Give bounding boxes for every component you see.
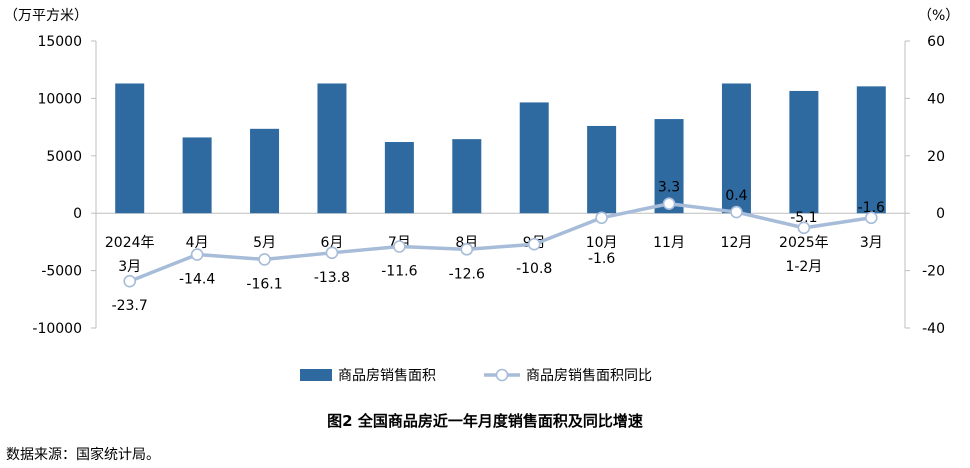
yoy-data-label: -11.6 [381, 263, 417, 279]
x-tick-label: 2025年 [779, 235, 829, 251]
left-tick-label: 5000 [46, 149, 82, 165]
x-tick-label: 4月 [186, 235, 209, 251]
right-tick-label: 40 [927, 91, 945, 107]
yoy-data-label: -14.4 [179, 272, 215, 288]
right-tick-label: -20 [922, 264, 945, 280]
yoy-data-label: 0.4 [725, 188, 747, 204]
yoy-point-12 [864, 211, 878, 225]
left-tick-label: 10000 [37, 91, 82, 107]
chart-title: 图2 全国商品房近一年月度销售面积及同比增速 [327, 412, 643, 430]
bar-12 [856, 86, 886, 214]
yoy-data-label: -16.1 [246, 276, 282, 292]
bar-2 [182, 137, 212, 214]
yoy-point-4 [325, 246, 339, 260]
yoy-data-label: -13.8 [314, 270, 350, 286]
bar-8 [587, 125, 617, 214]
x-tick-label: 6月 [320, 235, 343, 251]
yoy-data-label: -12.6 [449, 266, 485, 282]
yoy-line [129, 201, 872, 283]
x-tick-label: 10月 [586, 235, 618, 251]
legend-line-label: 商品房销售面积同比 [526, 368, 652, 384]
x-tick-label: 1-2月 [785, 259, 822, 275]
x-tick-label: 2024年 [105, 235, 155, 251]
left-axis-unit: （万平方米） [4, 8, 88, 24]
left-tick-label: -5000 [41, 264, 82, 280]
right-axis-unit: （%） [918, 8, 959, 24]
left-tick-label: 15000 [37, 34, 82, 50]
yoy-point-5 [393, 240, 406, 253]
legend-bar-swatch [300, 369, 332, 381]
bar-7 [519, 102, 549, 214]
yoy-data-label: -10.8 [516, 261, 552, 277]
yoy-data-label: -1.6 [858, 200, 885, 216]
legend-line-marker [495, 368, 509, 382]
chart: 15000 10000 5000 0 -5000 -10000 60 40 20 0 -20 -40 （… [4, 8, 959, 384]
yoy-point-11 [797, 221, 811, 235]
bar-3 [250, 128, 280, 214]
yoy-point-3 [258, 253, 271, 266]
yoy-data-label: 3.3 [658, 180, 680, 196]
legend-bar-label: 商品房销售面积 [338, 368, 436, 384]
bar-11 [789, 90, 819, 214]
source-note: 数据来源：国家统计局。 [6, 447, 160, 463]
bar-6 [452, 139, 482, 214]
bar-5 [384, 142, 414, 214]
x-tick-label: 3月 [118, 259, 141, 275]
yoy-data-label: -5.1 [790, 210, 817, 226]
right-tick-label: 20 [927, 149, 945, 165]
bar-4 [317, 83, 347, 214]
yoy-point-7 [527, 237, 541, 251]
yoy-data-label: -1.6 [588, 251, 615, 267]
yoy-point-10 [730, 205, 743, 219]
right-tick-label: -40 [922, 321, 945, 337]
yoy-point-2 [190, 248, 204, 261]
yoy-point-1 [123, 274, 137, 288]
x-tick-label: 3月 [860, 235, 883, 251]
yoy-point-9 [662, 197, 676, 211]
right-tick-label: 60 [927, 34, 945, 50]
bar-10 [721, 83, 751, 214]
x-tick-label: 5月 [253, 235, 276, 251]
left-tick-label: -10000 [32, 321, 82, 337]
bar-1 [115, 83, 145, 214]
yoy-data-label: -23.7 [112, 298, 148, 314]
yoy-point-6 [460, 243, 474, 256]
right-tick-label: 0 [936, 206, 945, 222]
yoy-point-8 [595, 211, 608, 225]
x-tick-label: 12月 [721, 235, 753, 251]
x-tick-label: 11月 [653, 235, 685, 251]
left-tick-label: 0 [73, 206, 82, 222]
